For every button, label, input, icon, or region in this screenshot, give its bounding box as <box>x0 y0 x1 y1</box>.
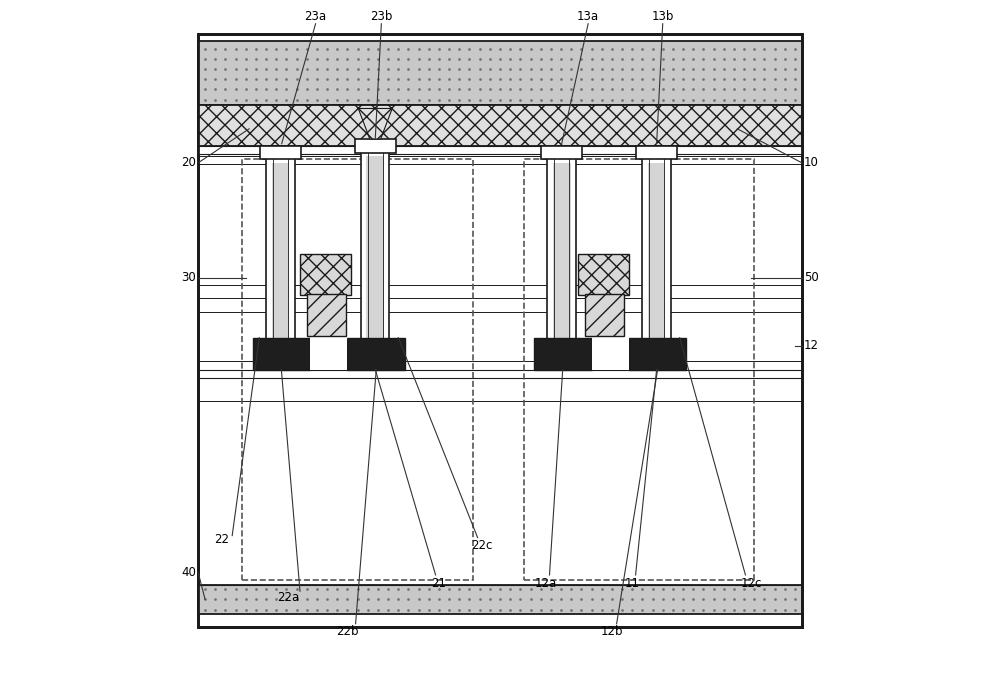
Text: 12c: 12c <box>740 576 762 590</box>
Polygon shape <box>358 108 392 139</box>
Bar <box>198 585 802 614</box>
Bar <box>578 254 629 295</box>
Text: 23b: 23b <box>370 10 393 24</box>
Bar <box>198 41 802 105</box>
Bar <box>361 149 389 370</box>
Bar <box>198 105 802 146</box>
Bar <box>198 34 802 627</box>
Text: 13a: 13a <box>577 10 599 24</box>
Bar <box>242 159 473 580</box>
Text: 50: 50 <box>804 271 819 285</box>
Text: 22a: 22a <box>277 591 300 605</box>
Bar <box>266 156 295 370</box>
Text: 20: 20 <box>181 156 196 170</box>
Bar <box>198 34 802 627</box>
Bar <box>198 146 802 154</box>
Bar <box>642 156 671 370</box>
Bar <box>648 163 665 370</box>
Bar <box>347 338 405 370</box>
Text: 12: 12 <box>804 339 819 353</box>
Bar <box>547 156 576 370</box>
Text: 13b: 13b <box>652 10 674 24</box>
Text: 22b: 22b <box>336 625 359 639</box>
Text: 30: 30 <box>181 271 196 285</box>
Bar <box>272 163 289 370</box>
Text: 21: 21 <box>431 576 446 590</box>
Bar <box>592 338 629 370</box>
Bar <box>629 338 686 370</box>
Bar <box>553 163 571 370</box>
Text: 40: 40 <box>181 566 196 580</box>
Text: 12b: 12b <box>601 625 623 639</box>
Bar <box>310 338 347 370</box>
Text: 22c: 22c <box>471 539 492 553</box>
Text: 12a: 12a <box>535 576 557 590</box>
Bar <box>534 338 592 370</box>
Text: 23a: 23a <box>305 10 327 24</box>
Text: 11: 11 <box>625 576 640 590</box>
Bar <box>366 156 384 370</box>
Bar <box>541 146 582 159</box>
Bar <box>355 139 396 153</box>
Bar <box>585 294 624 336</box>
Bar <box>524 159 754 580</box>
Bar <box>636 146 677 159</box>
Bar <box>260 146 301 159</box>
Bar <box>253 338 310 370</box>
Bar <box>300 254 351 295</box>
Bar <box>307 294 346 336</box>
Text: 10: 10 <box>804 156 819 170</box>
Text: 22: 22 <box>215 532 230 546</box>
